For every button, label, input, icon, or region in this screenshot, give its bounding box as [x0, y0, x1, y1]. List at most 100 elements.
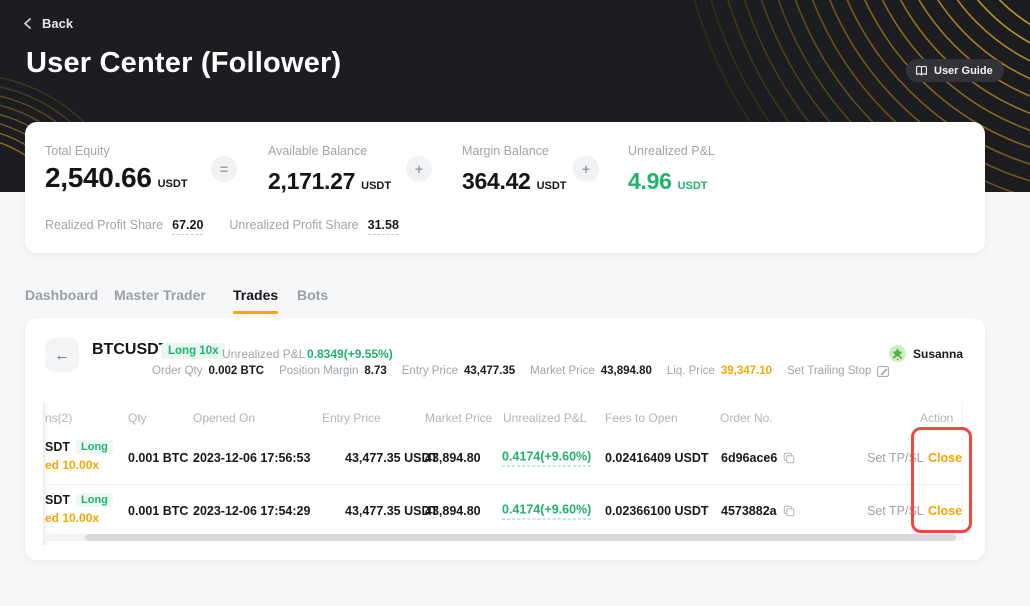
margin-balance-unit: USDT [536, 180, 567, 192]
equals-icon: = [211, 156, 237, 182]
column-header-unrealized-pnl: Unrealized P&L [503, 411, 587, 425]
row-qty: 0.001 BTC [128, 451, 189, 465]
margin-balance-label: Margin Balance [462, 144, 549, 158]
unrealized-pnl-number: 4.96 [628, 168, 672, 194]
entry-price-label: Entry Price [401, 365, 458, 377]
row-entry-price: 43,477.35 USDT [345, 504, 439, 518]
side-leverage-badge: Long 10x [161, 343, 226, 359]
arrow-left-icon: ← [54, 346, 70, 364]
close-button[interactable]: Close [928, 451, 963, 465]
horizontal-scrollbar[interactable] [85, 534, 956, 541]
unrealized-profit-share-value: 31.58 [367, 218, 399, 235]
market-price-value: 43,894.80 [600, 365, 652, 377]
available-balance-number: 2,171.27 [268, 168, 356, 194]
margin-balance-value: 364.42 USDT [462, 168, 567, 195]
field-position-margin: Position Margin 8.73 [279, 365, 387, 377]
book-icon [916, 65, 927, 75]
account-stats-card: Total Equity Available Balance Margin Ba… [25, 122, 985, 253]
back-label: Back [42, 16, 74, 31]
trader-name: Susanna [912, 346, 963, 361]
position-margin-label: Position Margin [279, 365, 359, 377]
collapse-back-button[interactable]: ← [45, 338, 79, 372]
total-equity-unit: USDT [157, 178, 188, 190]
row-symbol: SDT [45, 440, 70, 454]
liq-price-label: Liq. Price [666, 365, 715, 377]
column-header-order-no: Order No. [720, 411, 773, 425]
row-order-no: 6d96ace6 [721, 451, 795, 465]
row-fees: 0.02366100 USDT [605, 504, 709, 518]
row-unrealized-pnl: 0.4174(+9.60%) [502, 450, 592, 467]
column-header-positions: ns(2) [45, 411, 73, 425]
copy-icon[interactable] [783, 505, 795, 517]
order-qty-value: 0.002 BTC [208, 365, 265, 377]
entry-price-value: 43,477.35 [464, 365, 516, 377]
row-opened-on: 2023-12-06 17:56:53 [193, 451, 311, 465]
field-market-price: Market Price 43,894.80 [530, 365, 652, 377]
set-tpsl-button[interactable]: Set TP/SL [867, 451, 924, 465]
positions-table: ns(2) Qty Opened On Entry Price Market P… [43, 403, 963, 545]
total-equity-value: 2,540.66 USDT [45, 162, 188, 194]
total-equity-number: 2,540.66 [45, 162, 152, 193]
row-leverage: ed 10.00x [45, 458, 100, 472]
tab-bots[interactable]: Bots [297, 287, 329, 303]
trades-panel: ← BTCUSDT Long 10x Unrealized P&L 0.8349… [25, 318, 985, 560]
row-market-price: 43,894.80 [425, 504, 481, 518]
market-price-label: Market Price [530, 365, 595, 377]
row-divider [43, 484, 962, 485]
row-entry-price: 43,477.35 USDT [345, 451, 439, 465]
summary-upnl-label: Unrealized P&L [222, 347, 306, 361]
order-qty-label: Order Qty [152, 365, 203, 377]
row-qty: 0.001 BTC [128, 504, 189, 518]
user-guide-label: User Guide [934, 64, 993, 77]
order-no-value: 4573882a [721, 504, 777, 518]
close-button[interactable]: Close [928, 504, 963, 518]
set-tpsl-button[interactable]: Set TP/SL [867, 504, 924, 518]
position-symbol: BTCUSDT [92, 341, 169, 358]
column-header-opened-on: Opened On [193, 411, 256, 425]
row-market-price: 43,894.80 [425, 451, 481, 465]
edit-icon [877, 365, 890, 378]
column-header-entry-price: Entry Price [322, 411, 381, 425]
order-no-value: 6d96ace6 [721, 451, 778, 465]
available-balance-label: Available Balance [268, 144, 368, 158]
tab-dashboard[interactable]: Dashboard [25, 287, 99, 303]
row-unrealized-pnl: 0.4174(+9.60%) [502, 503, 592, 520]
realized-profit-share-label: Realized Profit Share [45, 218, 164, 232]
trader-chip[interactable]: Susanna [888, 345, 963, 362]
column-header-market-price: Market Price [425, 411, 493, 425]
unrealized-pnl-label: Unrealized P&L [628, 144, 715, 158]
plus-icon: + [406, 156, 432, 182]
back-link[interactable]: Back [22, 16, 73, 31]
tab-trades[interactable]: Trades [233, 287, 278, 314]
copy-icon[interactable] [783, 452, 795, 464]
unrealized-profit-share: Unrealized Profit Share 31.58 [229, 218, 399, 235]
table-row: SDT Long ed 10.00x 0.001 BTC 2023-12-06 … [43, 434, 962, 482]
row-order-no: 4573882a [721, 504, 795, 518]
total-equity-label: Total Equity [45, 144, 110, 158]
tab-master-trader[interactable]: Master Trader [114, 287, 206, 303]
trader-avatar [888, 345, 906, 362]
unrealized-pnl-unit: USDT [677, 180, 708, 192]
long-badge: Long [76, 440, 113, 454]
position-margin-value: 8.73 [364, 365, 387, 377]
realized-profit-share-value: 67.20 [172, 218, 204, 235]
column-header-action: Action [920, 411, 954, 425]
column-header-fees: Fees to Open [605, 411, 678, 425]
row-fees: 0.02416409 USDT [605, 451, 709, 465]
row-unrealized-pnl-value: 0.4174(+9.60%) [502, 450, 592, 467]
set-trailing-stop-button[interactable]: Set Trailing Stop [787, 364, 890, 378]
liq-price-value: 39,347.10 [720, 365, 772, 377]
row-opened-on: 2023-12-06 17:54:29 [193, 504, 311, 518]
field-order-qty: Order Qty 0.002 BTC [152, 365, 264, 377]
margin-balance-number: 364.42 [462, 168, 531, 194]
profit-share-row: Realized Profit Share 67.20 Unrealized P… [45, 218, 399, 235]
row-leverage: ed 10.00x [45, 511, 100, 525]
field-liq-price: Liq. Price 39,347.10 [667, 365, 772, 377]
table-row: SDT Long ed 10.00x 0.001 BTC 2023-12-06 … [43, 487, 962, 535]
chevron-left-icon [24, 18, 31, 29]
position-cell: SDT Long ed 10.00x [45, 493, 113, 525]
user-guide-button[interactable]: User Guide [906, 59, 1004, 82]
set-trailing-stop-label: Set Trailing Stop [787, 365, 872, 377]
summary-upnl-value: 0.8349(+9.55%) [307, 347, 393, 361]
